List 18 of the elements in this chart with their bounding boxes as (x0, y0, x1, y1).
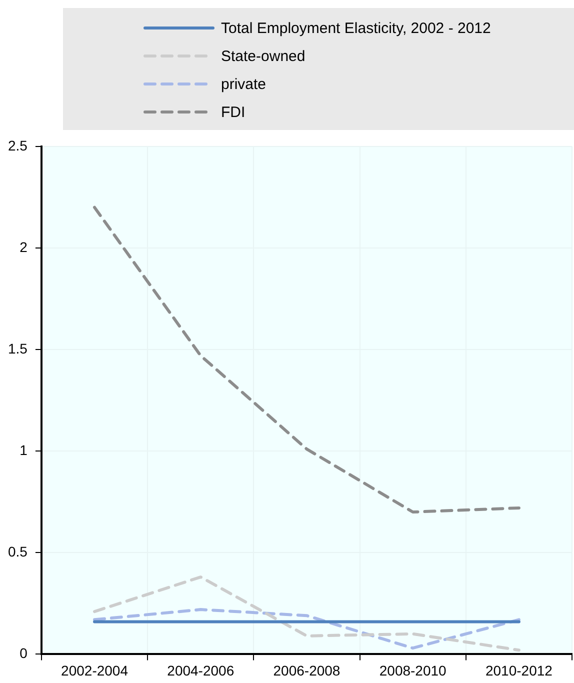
x-tick-label: 2010-2012 (485, 662, 553, 678)
y-tick-label: 0.5 (8, 544, 28, 560)
y-tick-label: 2.5 (8, 137, 28, 154)
x-tick-label: 2006-2008 (273, 662, 340, 678)
line-series (93, 608, 520, 650)
legend-label: private (221, 76, 266, 92)
y-tick-label: 1.5 (8, 340, 28, 356)
y-tick-label: 0 (20, 645, 28, 662)
x-tick-label: 2008-2010 (379, 662, 447, 678)
y-tick-label: 1 (20, 442, 28, 458)
legend-label: FDI (221, 104, 246, 120)
line-series (93, 576, 520, 652)
line-series (93, 206, 520, 514)
legend-label: State-owned (221, 48, 306, 64)
legend-label: Total Employment Elasticity, 2002 - 2012 (221, 20, 491, 36)
y-tick-label: 2 (20, 238, 28, 255)
x-tick-label: 2004-2006 (167, 662, 234, 678)
x-tick-label: 2002-2004 (61, 662, 128, 678)
